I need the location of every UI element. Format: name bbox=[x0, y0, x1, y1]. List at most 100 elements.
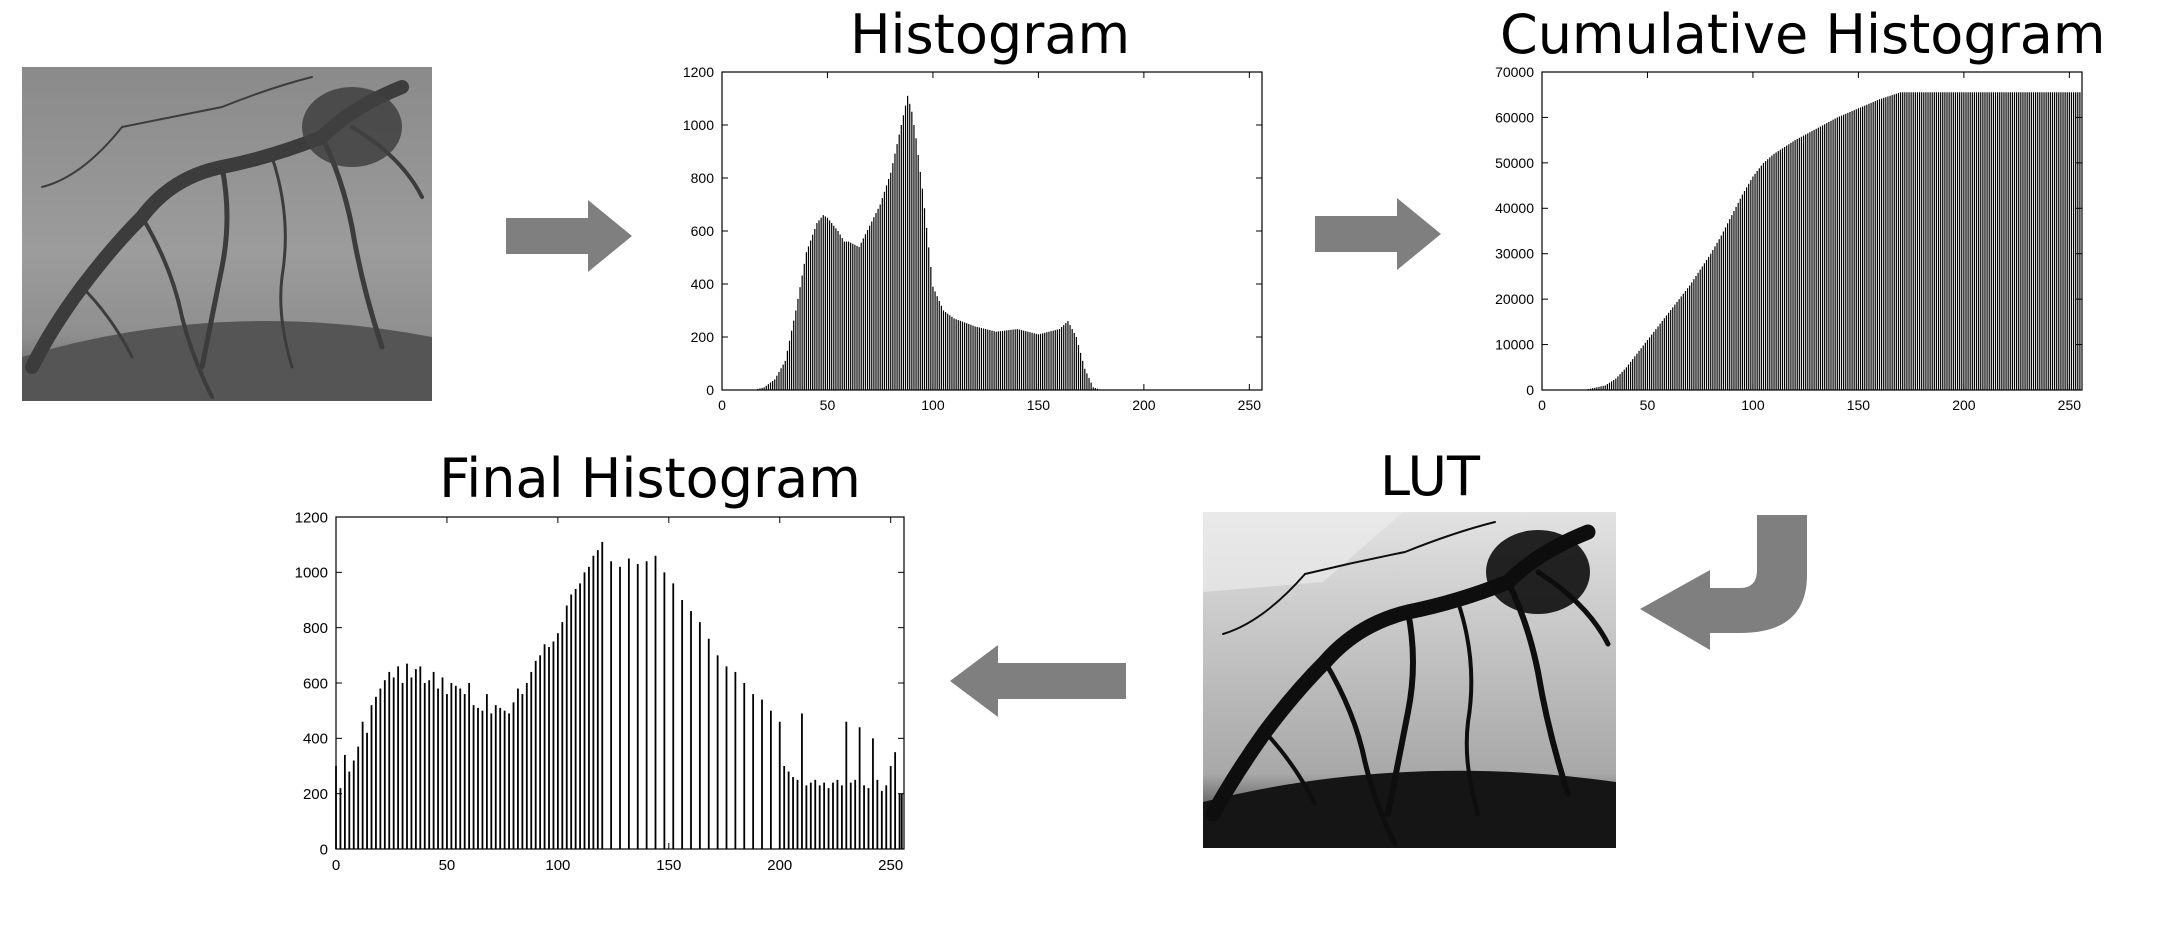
bar bbox=[823, 782, 826, 849]
bar bbox=[818, 220, 820, 390]
bar bbox=[343, 754, 346, 849]
bar bbox=[1625, 367, 1627, 390]
bar bbox=[1764, 161, 1767, 390]
bar bbox=[2060, 92, 2062, 390]
bar bbox=[1073, 333, 1075, 390]
x-tick-label: 100 bbox=[1741, 397, 1765, 413]
bar bbox=[1925, 92, 1927, 390]
bar bbox=[769, 710, 772, 849]
bar bbox=[820, 217, 822, 390]
bar bbox=[1881, 98, 1883, 390]
bar bbox=[1705, 260, 1708, 390]
bar bbox=[1779, 149, 1781, 390]
bar bbox=[2049, 92, 2051, 390]
bar bbox=[2034, 92, 2037, 390]
bar bbox=[1695, 275, 1697, 390]
bar bbox=[845, 241, 848, 390]
bar bbox=[588, 566, 590, 849]
bar bbox=[1611, 381, 1613, 390]
bar bbox=[1923, 92, 1925, 390]
bar bbox=[807, 246, 810, 390]
bar bbox=[2051, 92, 2054, 390]
bar bbox=[1883, 97, 1885, 391]
bar bbox=[1918, 92, 1921, 390]
bar bbox=[1862, 106, 1864, 390]
bar bbox=[793, 320, 795, 390]
bar bbox=[951, 316, 953, 390]
cumulative-histogram-chart: 0 50 100 150 200 250 0 10000 20000 30000 40000 5000… bbox=[1495, 64, 2083, 413]
bar bbox=[818, 785, 821, 849]
bar bbox=[716, 655, 719, 849]
final-histogram-chart: 0 50 100 150 200 250 0 200 400 600 800 1000 1200 bbox=[295, 509, 905, 874]
bar bbox=[1811, 131, 1813, 390]
bar bbox=[1712, 250, 1714, 390]
bar bbox=[1754, 173, 1756, 390]
bar bbox=[826, 217, 829, 390]
bar bbox=[1010, 329, 1012, 390]
bar bbox=[375, 696, 377, 849]
bar bbox=[1710, 253, 1712, 390]
bar bbox=[803, 263, 805, 390]
bar bbox=[1703, 263, 1706, 390]
bar bbox=[913, 125, 915, 390]
bar bbox=[1050, 331, 1052, 390]
bar bbox=[1058, 329, 1061, 390]
bar bbox=[1899, 92, 1902, 390]
bar bbox=[1678, 299, 1680, 390]
bar bbox=[972, 325, 974, 390]
bar bbox=[772, 380, 774, 390]
x-tick-label: 0 bbox=[332, 857, 340, 874]
bar bbox=[1902, 92, 1904, 390]
bar bbox=[1067, 321, 1069, 390]
bar bbox=[654, 555, 657, 849]
bar bbox=[1796, 139, 1798, 390]
bar bbox=[690, 611, 692, 849]
bar bbox=[761, 699, 763, 849]
bar bbox=[1906, 92, 1908, 390]
bar bbox=[1885, 97, 1887, 390]
bar bbox=[1016, 329, 1018, 390]
bar bbox=[1891, 95, 1893, 390]
bar bbox=[392, 677, 395, 849]
bar bbox=[1676, 301, 1678, 390]
bar bbox=[2070, 92, 2073, 390]
bar bbox=[1994, 92, 1997, 390]
bar bbox=[1821, 125, 1824, 390]
bar bbox=[1781, 148, 1784, 390]
bar bbox=[824, 216, 826, 390]
bar bbox=[1714, 246, 1716, 390]
bar bbox=[1855, 109, 1857, 390]
bar bbox=[1807, 133, 1809, 390]
bar bbox=[1004, 330, 1006, 390]
bar bbox=[348, 771, 351, 849]
bar bbox=[1027, 331, 1029, 390]
bar bbox=[955, 319, 957, 390]
bar bbox=[1969, 92, 1971, 390]
bar bbox=[970, 324, 972, 390]
bar bbox=[774, 379, 776, 390]
bar bbox=[930, 267, 932, 390]
bar bbox=[1638, 350, 1640, 390]
bar bbox=[822, 215, 824, 390]
bar bbox=[860, 242, 862, 390]
bar bbox=[907, 95, 909, 390]
bar bbox=[2022, 92, 2024, 390]
bar bbox=[835, 228, 837, 390]
x-tick-label: 250 bbox=[2058, 397, 2082, 413]
bar bbox=[1640, 348, 1642, 390]
bar bbox=[1758, 168, 1760, 390]
x-tick-label: 200 bbox=[1132, 397, 1156, 413]
bar bbox=[858, 727, 861, 849]
x-tick-label: 150 bbox=[1847, 397, 1871, 413]
bar bbox=[1069, 325, 1071, 390]
bar bbox=[1916, 92, 1919, 390]
bar bbox=[437, 688, 439, 849]
bar bbox=[1999, 92, 2001, 390]
bar bbox=[1952, 92, 1954, 390]
bar bbox=[2056, 92, 2058, 390]
bar bbox=[2072, 92, 2075, 390]
bar bbox=[1783, 146, 1786, 390]
bar bbox=[428, 680, 431, 849]
bar bbox=[610, 561, 613, 849]
bar bbox=[1724, 227, 1727, 390]
